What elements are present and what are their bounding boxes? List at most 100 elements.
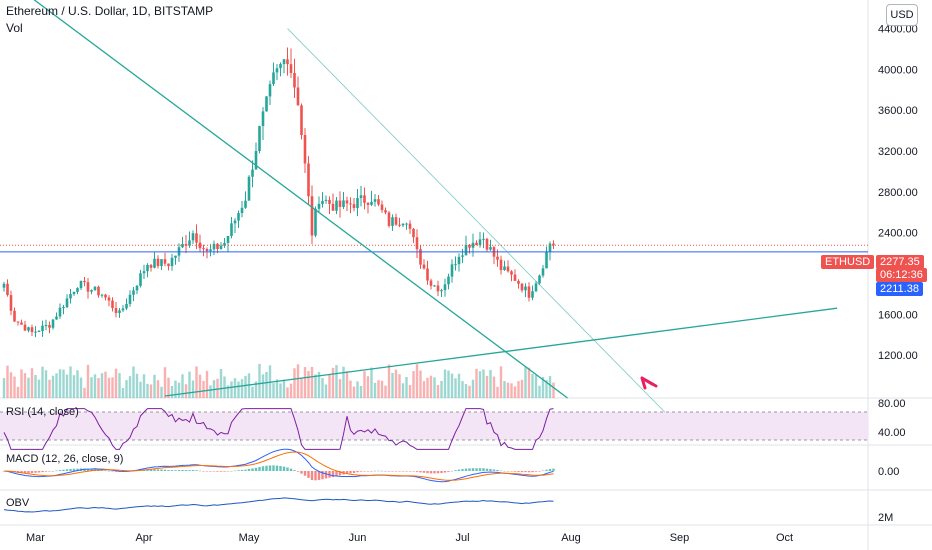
candle-body bbox=[485, 238, 489, 250]
candle-body bbox=[398, 224, 401, 226]
macd-histogram-bar bbox=[384, 470, 387, 472]
volume-bar bbox=[167, 377, 170, 398]
macd-histogram-bar bbox=[538, 471, 541, 472]
volume-bar bbox=[170, 385, 174, 398]
candle-body bbox=[429, 280, 433, 286]
volume-bar bbox=[366, 376, 370, 398]
candle-body bbox=[160, 259, 163, 267]
candle-body bbox=[310, 196, 314, 236]
candle-body bbox=[307, 163, 310, 197]
volume-bar bbox=[538, 385, 541, 398]
macd-histogram-bar bbox=[324, 471, 328, 479]
volume-bar bbox=[177, 382, 181, 398]
volume-bar bbox=[534, 375, 538, 398]
volume-bar bbox=[254, 381, 258, 398]
volume-bar bbox=[510, 383, 513, 398]
candle-body bbox=[394, 217, 398, 225]
macd-histogram-bar bbox=[30, 471, 34, 473]
macd-histogram-bar bbox=[475, 468, 478, 471]
obv-tick-label: 2M bbox=[878, 512, 893, 524]
candle-body bbox=[450, 264, 454, 277]
volume-bar bbox=[328, 374, 331, 398]
macd-histogram-bar bbox=[244, 469, 247, 471]
candle-body bbox=[541, 268, 545, 276]
obv-line bbox=[3, 497, 554, 513]
candle-body bbox=[338, 200, 342, 207]
candle-body bbox=[233, 220, 237, 224]
volume-bar bbox=[415, 364, 419, 398]
volume-bar bbox=[527, 367, 531, 398]
candle-body bbox=[377, 199, 380, 205]
macd-histogram-bar bbox=[303, 471, 307, 476]
candle-body bbox=[440, 290, 443, 292]
volume-bar bbox=[531, 373, 534, 398]
candle-body bbox=[139, 273, 142, 286]
volume-bar bbox=[121, 388, 125, 398]
volume-bar bbox=[51, 375, 55, 398]
candle-body bbox=[345, 200, 349, 204]
macd-histogram-bar bbox=[107, 470, 111, 472]
candle-body bbox=[191, 233, 195, 241]
candle-body bbox=[27, 327, 30, 331]
volume-bar bbox=[202, 380, 205, 398]
volume-bar bbox=[23, 373, 27, 398]
candle-body bbox=[142, 271, 146, 274]
macd-signal-line bbox=[3, 451, 554, 481]
macd-histogram-bar bbox=[345, 471, 349, 474]
candle-body bbox=[531, 291, 534, 298]
candle-body bbox=[366, 202, 370, 205]
macd-histogram-bar bbox=[461, 469, 464, 471]
macd-histogram-bar bbox=[471, 468, 475, 471]
macd-histogram-bar bbox=[408, 471, 412, 472]
volume-bar bbox=[489, 369, 492, 398]
macd-histogram-bar bbox=[352, 471, 356, 473]
volume-bar bbox=[454, 378, 457, 398]
macd-histogram-bar bbox=[286, 467, 289, 471]
volume-bar bbox=[233, 378, 237, 398]
candle-body bbox=[13, 310, 16, 322]
macd-histogram-bar bbox=[195, 470, 198, 471]
macd-histogram-bar bbox=[464, 468, 468, 471]
candle-body bbox=[6, 283, 9, 296]
volume-bar bbox=[216, 378, 219, 398]
candle-body bbox=[118, 310, 121, 313]
candle-body bbox=[55, 316, 58, 320]
macd-histogram-bar bbox=[531, 471, 534, 473]
volume-bar bbox=[6, 365, 9, 398]
volume-bar bbox=[27, 377, 30, 398]
candle-body bbox=[289, 64, 293, 73]
volume-bar bbox=[391, 372, 394, 398]
candle-body bbox=[471, 242, 475, 248]
candle-body bbox=[436, 285, 440, 292]
y-tick-label: 1200.00 bbox=[878, 350, 918, 362]
macd-histogram-bar bbox=[450, 470, 454, 472]
candle-body bbox=[149, 264, 153, 268]
volume-bar bbox=[296, 364, 300, 398]
candle-body bbox=[156, 258, 160, 267]
candle-body bbox=[356, 198, 359, 209]
volume-bar bbox=[62, 369, 65, 398]
macd-histogram-bar bbox=[447, 471, 450, 472]
volume-bar bbox=[436, 385, 440, 398]
volume-bar bbox=[324, 384, 328, 398]
candle-body bbox=[79, 280, 83, 289]
candle-body bbox=[303, 135, 307, 164]
volume-bar bbox=[65, 374, 69, 398]
candle-body bbox=[433, 285, 436, 287]
candle-body bbox=[419, 249, 422, 265]
currency-button[interactable]: USD bbox=[886, 4, 918, 26]
candle-body bbox=[545, 251, 548, 269]
macd-histogram-bar bbox=[279, 466, 282, 471]
candle-body bbox=[2, 283, 6, 288]
candle-body bbox=[48, 324, 51, 328]
candle-body bbox=[69, 294, 72, 299]
candle-body bbox=[205, 248, 209, 252]
volume-bar bbox=[226, 385, 230, 398]
volume-bar bbox=[107, 377, 111, 398]
volume-bar bbox=[373, 382, 377, 398]
macd-histogram-bar bbox=[230, 470, 233, 472]
macd-histogram-bar bbox=[380, 470, 384, 472]
macd-histogram-bar bbox=[237, 470, 240, 471]
y-tick-label: 4400.00 bbox=[878, 24, 918, 36]
